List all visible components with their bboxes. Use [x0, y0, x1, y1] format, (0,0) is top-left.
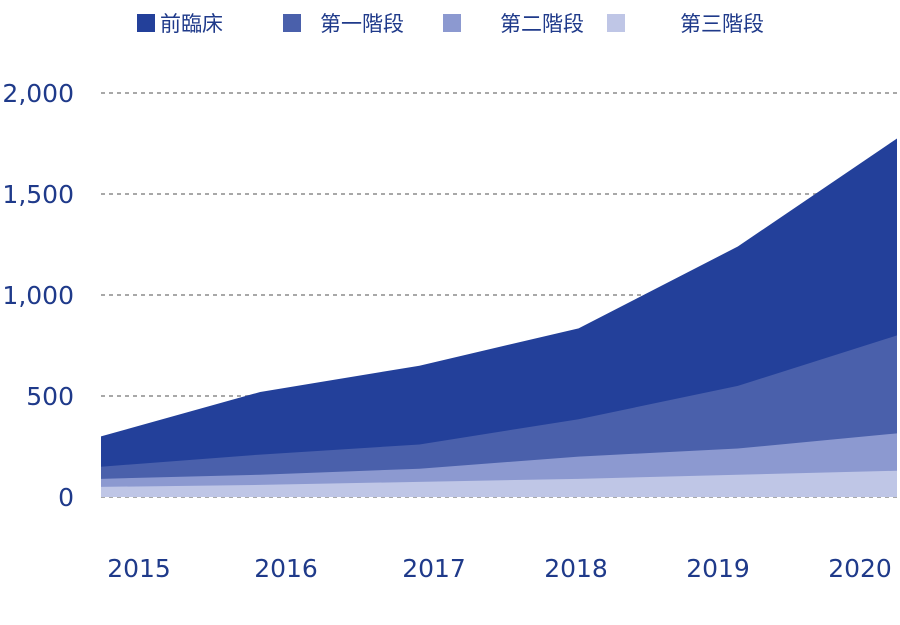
x-tick-label: 2015 [107, 554, 171, 583]
area-series-0 [101, 470, 897, 497]
legend-label: 第二階段 [500, 12, 584, 36]
x-tick-label: 2018 [544, 554, 608, 583]
y-tick-label: 0 [58, 483, 74, 512]
x-tick-label: 2017 [402, 554, 466, 583]
x-axis-ticks: 2015 2016 2017 2018 2019 2020 [107, 554, 892, 583]
legend-swatch [283, 14, 301, 32]
y-tick-label: 1,000 [2, 281, 74, 310]
legend-swatch [443, 14, 461, 32]
legend-item: 第三階段 [607, 12, 764, 36]
area-series [101, 138, 897, 497]
y-tick-label: 2,000 [2, 79, 74, 108]
y-tick-label: 1,500 [2, 180, 74, 209]
legend-label: 第三階段 [680, 12, 764, 36]
y-tick-label: 500 [26, 382, 74, 411]
legend-swatch [137, 14, 155, 32]
legend-item: 前臨床 [137, 12, 223, 36]
legend-item: 第一階段 [283, 12, 404, 36]
y-axis-ticks: 0 500 1,000 1,500 2,000 [2, 79, 74, 512]
legend-item: 第二階段 [443, 12, 584, 36]
legend-label: 第一階段 [320, 12, 404, 36]
x-tick-label: 2020 [828, 554, 892, 583]
legend-swatch [607, 14, 625, 32]
x-tick-label: 2016 [254, 554, 318, 583]
legend: 前臨床 第一階段 第二階段 第三階段 [137, 12, 764, 36]
legend-label: 前臨床 [160, 12, 223, 36]
x-tick-label: 2019 [686, 554, 750, 583]
